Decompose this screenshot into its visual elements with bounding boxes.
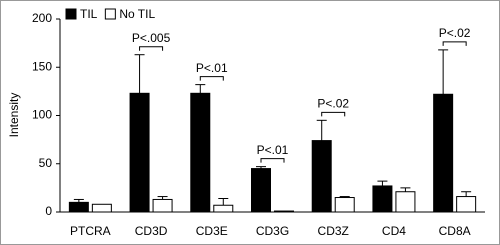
significance-bracket bbox=[199, 76, 224, 81]
legend-label: TIL bbox=[80, 7, 98, 21]
y-axis-label: Intensity bbox=[7, 93, 21, 138]
legend-swatch bbox=[104, 8, 116, 20]
y-tick-label: 0 bbox=[45, 204, 52, 218]
x-tick-label: CD3G bbox=[256, 224, 289, 238]
y-tick-label: 100 bbox=[32, 108, 52, 122]
bar bbox=[456, 196, 477, 213]
annotation: P<.005 bbox=[132, 31, 171, 45]
legend-label: No TIL bbox=[119, 7, 155, 21]
annotation: P<.02 bbox=[439, 26, 471, 40]
bar bbox=[274, 210, 294, 213]
y-tick-label: 150 bbox=[32, 59, 52, 73]
bar bbox=[129, 92, 150, 213]
bar bbox=[251, 168, 271, 213]
x-tick-label: CD3D bbox=[135, 224, 168, 238]
annotation: P<.02 bbox=[317, 96, 349, 110]
bar bbox=[433, 93, 454, 213]
x-tick-label: CD3Z bbox=[318, 224, 349, 238]
bar bbox=[372, 185, 393, 213]
bar bbox=[395, 191, 416, 213]
legend-swatch bbox=[65, 8, 77, 20]
bar bbox=[213, 204, 234, 213]
annotation: P<.01 bbox=[257, 143, 289, 157]
significance-bracket bbox=[260, 158, 285, 163]
bar bbox=[152, 198, 173, 213]
bar bbox=[311, 140, 332, 213]
significance-bracket bbox=[321, 111, 346, 117]
annotation: P<.01 bbox=[196, 61, 228, 75]
y-tick-label: 200 bbox=[32, 11, 52, 25]
x-tick-label: CD8A bbox=[439, 224, 471, 238]
x-tick-label: CD3E bbox=[196, 224, 228, 238]
significance-bracket bbox=[139, 46, 164, 51]
bar bbox=[334, 197, 355, 213]
bar bbox=[68, 201, 89, 213]
significance-bracket bbox=[442, 41, 467, 46]
y-tick-label: 50 bbox=[39, 156, 53, 170]
x-tick-label: PTCRA bbox=[70, 224, 111, 238]
x-tick-label: CD4 bbox=[382, 224, 406, 238]
bar bbox=[91, 203, 112, 213]
bar bbox=[190, 92, 211, 213]
